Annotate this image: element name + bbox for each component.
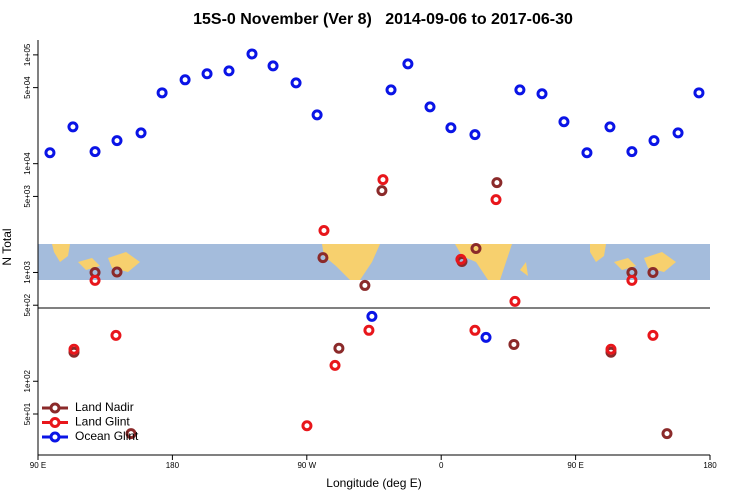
point [135,127,147,139]
point [318,225,330,237]
point [558,116,570,128]
point [111,266,123,278]
point [110,329,122,341]
point [111,135,123,147]
point [648,135,660,147]
point [647,266,659,278]
point [156,87,168,99]
legend-label: Land Glint [75,415,130,429]
chart-title: 15S-0 November (Ver 8) 2014-09-06 to 201… [193,11,573,28]
x-tick-label: 180 [703,461,717,470]
point [490,194,502,206]
point [626,274,638,286]
legend-marker [49,417,61,428]
point [290,77,302,89]
point [402,58,414,70]
point [363,324,375,336]
y-tick-label: 5e+02 [23,293,32,316]
y-tick-label: 1e+04 [23,152,32,175]
point [647,329,659,341]
x-tick-label: 0 [439,461,444,470]
point [626,146,638,158]
point [179,74,191,86]
point [201,68,213,80]
point [267,60,279,72]
point [68,343,80,355]
point [469,129,481,141]
point [455,253,467,265]
point [661,428,673,440]
point [311,109,323,121]
y-tick-label: 1e+05 [23,43,32,66]
legend-label: Land Nadir [75,400,134,414]
legend-marker [49,402,61,414]
x-tick-label: 180 [166,461,180,470]
point [605,343,617,355]
point [508,338,520,350]
point [385,84,397,96]
point [514,84,526,96]
point [581,147,593,159]
point [317,252,329,264]
point [693,87,705,99]
x-tick-label: 90 W [297,461,316,470]
point [329,359,341,371]
y-tick-label: 1e+02 [23,369,32,392]
x-axis-label: Longitude (deg E) [326,476,421,490]
map-strip [38,244,710,280]
point [376,185,388,197]
y-tick-label: 5e+04 [23,76,32,99]
point [491,177,503,189]
point [672,127,684,139]
point [536,88,548,100]
y-tick-label: 1e+03 [23,261,32,284]
point [301,420,313,432]
y-axis-label: N Total [0,228,14,265]
point [359,279,371,291]
point [67,121,79,133]
point [89,274,101,286]
legend-marker [49,431,61,443]
point [604,121,616,133]
legend-label: Ocean Glint [75,429,139,443]
x-tick-label: 90 E [567,461,583,470]
point [223,65,235,77]
point [470,243,482,255]
point [509,295,521,307]
x-tick-label: 90 E [30,461,46,470]
point [366,310,378,322]
point [333,342,345,354]
point [469,324,481,336]
point [89,146,101,158]
y-tick-label: 5e+03 [23,185,32,208]
point [44,147,56,159]
point [424,101,436,113]
point [246,48,258,60]
point [125,428,137,440]
point [445,122,457,134]
point [377,174,389,186]
point [480,331,492,343]
y-tick-label: 5e+01 [23,402,32,425]
